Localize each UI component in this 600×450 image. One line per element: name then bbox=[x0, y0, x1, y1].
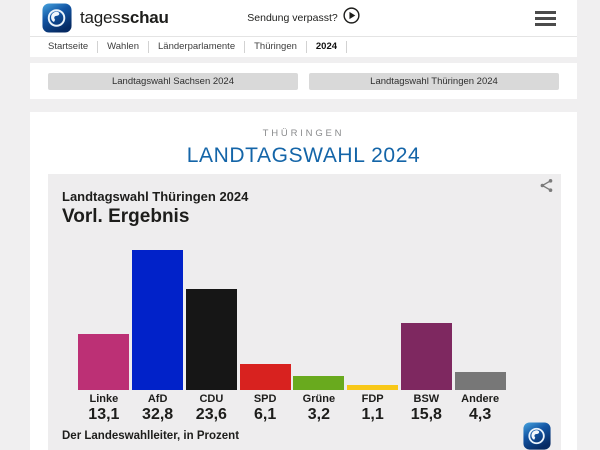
sendung-verpasst-link[interactable]: Sendung verpasst? bbox=[247, 7, 360, 29]
bar-value: 32,8 bbox=[142, 406, 174, 423]
bar-linke bbox=[78, 334, 130, 390]
bar-afd bbox=[132, 250, 184, 390]
breadcrumb-laenderparlamente[interactable]: Länderparlamente bbox=[158, 41, 236, 52]
breadcrumb-thueringen[interactable]: Thüringen bbox=[254, 41, 297, 52]
results-chart-widget: Landtagswahl Thüringen 2024 Vorl. Ergebn… bbox=[48, 174, 561, 450]
bar-cdu bbox=[185, 289, 237, 390]
bar-column-spd: SPD 6,1 bbox=[238, 250, 292, 424]
share-icon[interactable] bbox=[539, 178, 555, 194]
wordmark: tagesschau bbox=[80, 8, 169, 28]
bar-track bbox=[453, 250, 507, 390]
bar-chart: Linke 13,1 AfD 32,8 CDU 23,6 SPD 6,1 Grüne 3,2 FDP… bbox=[77, 250, 507, 424]
bar-label: Linke bbox=[89, 393, 119, 405]
breadcrumb-wahlen[interactable]: Wahlen bbox=[107, 41, 139, 52]
bar-column-grüne: Grüne 3,2 bbox=[292, 250, 346, 424]
breadcrumb-divider bbox=[244, 40, 246, 53]
bar-label: Andere bbox=[461, 393, 500, 405]
bar-value: 1,1 bbox=[361, 406, 384, 423]
bar-label: AfD bbox=[147, 393, 168, 405]
bar-grüne bbox=[293, 376, 345, 390]
bar-label: Grüne bbox=[302, 393, 336, 405]
breadcrumb-divider bbox=[148, 40, 149, 53]
breadcrumb-divider bbox=[97, 40, 99, 53]
main-content: THÜRINGEN LANDTAGSWAHL 2024 Landtagswahl… bbox=[30, 112, 577, 450]
bar-label: SPD bbox=[253, 393, 277, 405]
menu-hamburger-icon[interactable] bbox=[535, 11, 556, 26]
bar-column-cdu: CDU 23,6 bbox=[185, 250, 239, 424]
breadcrumb-divider bbox=[346, 40, 348, 53]
chart-title: Landtagswahl Thüringen 2024 bbox=[62, 189, 249, 204]
bar-bsw bbox=[400, 323, 452, 390]
breadcrumb-divider bbox=[305, 40, 307, 53]
tab-landtagswahl-sachsen-2024[interactable]: Landtagswahl Sachsen 2024 bbox=[48, 72, 298, 90]
bar-track bbox=[400, 250, 454, 390]
bar-column-fdp: FDP 1,1 bbox=[346, 250, 400, 424]
bar-label: CDU bbox=[199, 393, 224, 405]
play-icon[interactable] bbox=[343, 7, 360, 29]
bar-spd bbox=[239, 364, 291, 390]
globe-logo-icon bbox=[42, 3, 72, 33]
bar-track bbox=[238, 250, 292, 390]
bar-value: 6,1 bbox=[254, 406, 277, 423]
bar-track bbox=[185, 250, 239, 390]
chart-subtitle: Vorl. Ergebnis bbox=[62, 206, 190, 227]
page-kicker: THÜRINGEN bbox=[262, 128, 345, 139]
bar-value: 4,3 bbox=[469, 406, 492, 423]
page-title: LANDTAGSWAHL 2024 bbox=[186, 144, 421, 167]
bar-value: 23,6 bbox=[195, 406, 227, 423]
globe-logo-icon bbox=[523, 422, 551, 450]
breadcrumb: Startseite Wahlen Länderparlamente Thüri… bbox=[30, 37, 577, 56]
bar-fdp bbox=[347, 385, 399, 390]
bar-track bbox=[346, 250, 400, 390]
chart-source: Der Landeswahlleiter, in Prozent bbox=[62, 430, 240, 442]
bar-column-linke: Linke 13,1 bbox=[77, 250, 131, 424]
bar-label: FDP bbox=[361, 393, 384, 405]
bar-value: 15,8 bbox=[410, 406, 442, 423]
sendung-verpasst-label: Sendung verpasst? bbox=[247, 12, 338, 24]
bar-andere bbox=[454, 372, 506, 390]
bar-track bbox=[77, 250, 131, 390]
bar-column-afd: AfD 32,8 bbox=[131, 250, 185, 424]
bar-track bbox=[292, 250, 346, 390]
bar-value: 13,1 bbox=[88, 406, 120, 423]
wordmark-tages: tages bbox=[80, 8, 121, 27]
tagesschau-logo[interactable]: tagesschau bbox=[42, 3, 169, 33]
bar-column-andere: Andere 4,3 bbox=[453, 250, 507, 424]
breadcrumb-startseite[interactable]: Startseite bbox=[48, 41, 89, 52]
bar-label: BSW bbox=[413, 393, 440, 405]
header: tagesschau Sendung verpasst? Startseite … bbox=[30, 0, 577, 57]
bar-value: 3,2 bbox=[307, 406, 330, 423]
bar-column-bsw: BSW 15,8 bbox=[400, 250, 454, 424]
bar-track bbox=[131, 250, 185, 390]
header-top-row: tagesschau Sendung verpasst? bbox=[30, 0, 577, 37]
wordmark-schau: schau bbox=[120, 8, 169, 27]
breadcrumb-2024-current: 2024 bbox=[315, 41, 338, 52]
tab-landtagswahl-thueringen-2024[interactable]: Landtagswahl Thüringen 2024 bbox=[309, 72, 559, 90]
election-tabs: Landtagswahl Sachsen 2024 Landtagswahl T… bbox=[30, 63, 577, 99]
